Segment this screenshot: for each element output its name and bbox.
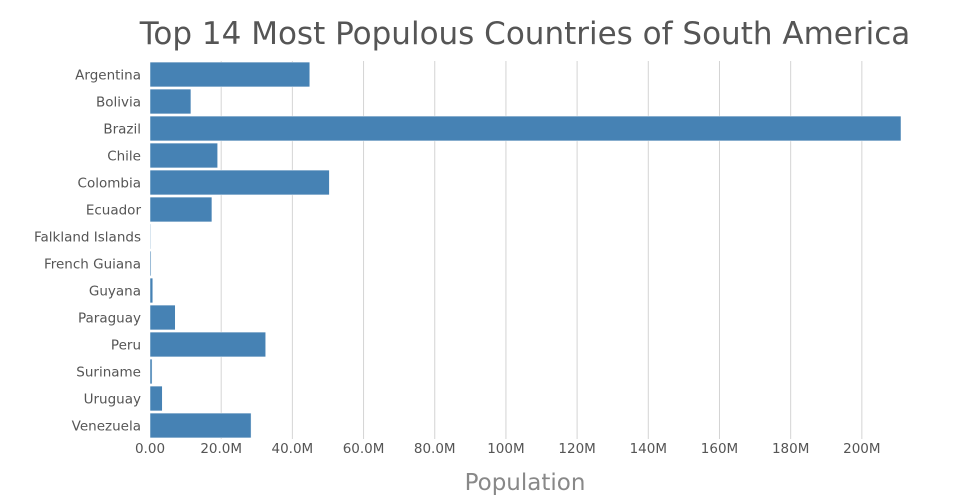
x-tick-label: 100M — [487, 441, 524, 457]
bar-chile — [149, 142, 218, 169]
x-tick-label: 60.0M — [343, 441, 385, 457]
bar-bolivia — [149, 88, 192, 115]
x-tick-label: 120M — [558, 441, 595, 457]
bar-venezuela — [149, 412, 252, 439]
y-category-label: Chile — [107, 149, 141, 165]
bar-brazil — [149, 115, 902, 142]
bar-argentina — [149, 61, 311, 88]
y-category-label: Argentina — [75, 68, 141, 84]
y-category-label: Brazil — [103, 122, 141, 138]
bar-peru — [149, 331, 266, 358]
bar-paraguay — [149, 304, 176, 331]
y-category-label: Peru — [111, 338, 141, 354]
x-axis-title: Population — [465, 470, 586, 496]
x-axis-ticks: 0.00 20.0M 40.0M 60.0M 80.0M 100M 120M 140M 160M… — [135, 441, 881, 457]
y-category-label: Suriname — [76, 365, 141, 381]
x-tick-label: 140M — [630, 441, 667, 457]
y-category-label: Ecuador — [86, 203, 142, 219]
x-tick-label: 200M — [843, 441, 880, 457]
bar-colombia — [149, 169, 330, 196]
bar-suriname — [149, 358, 153, 385]
y-category-label: Uruguay — [84, 392, 141, 408]
y-category-label: Venezuela — [72, 419, 141, 435]
bar-ecuador — [149, 196, 213, 223]
x-tick-label: 80.0M — [414, 441, 456, 457]
bars — [149, 61, 902, 439]
x-tick-label: 160M — [701, 441, 738, 457]
x-tick-label: 20.0M — [200, 441, 242, 457]
chart-title: Top 14 Most Populous Countries of South … — [139, 16, 911, 52]
bar-uruguay — [149, 385, 163, 412]
y-category-label: Falkland Islands — [34, 230, 141, 246]
y-category-label: Guyana — [89, 284, 141, 300]
y-axis-labels: Argentina Bolivia Brazil Chile Colombia Ecuad… — [34, 68, 141, 435]
x-tick-label: 40.0M — [272, 441, 314, 457]
y-category-label: French Guiana — [44, 257, 141, 273]
y-category-label: Paraguay — [78, 311, 141, 327]
x-tick-label: 0.00 — [135, 441, 165, 457]
x-tick-label: 180M — [772, 441, 809, 457]
bar-falkland-islands — [149, 223, 151, 250]
y-category-label: Bolivia — [96, 95, 141, 111]
bar-french-guiana — [149, 250, 152, 277]
y-category-label: Colombia — [78, 176, 141, 192]
bar-guyana — [149, 277, 154, 304]
